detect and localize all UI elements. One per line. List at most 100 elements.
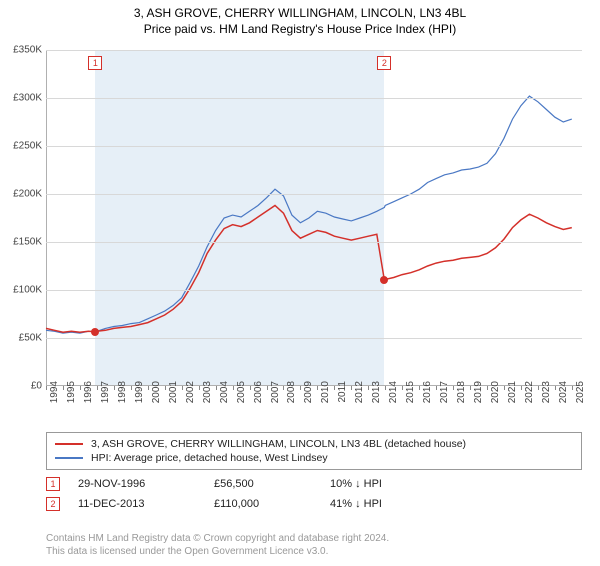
x-tick-mark bbox=[165, 386, 166, 390]
sale-marker-dot bbox=[91, 328, 99, 336]
x-tick-mark bbox=[267, 386, 268, 390]
x-axis-label: 2025 bbox=[575, 381, 586, 403]
x-tick-mark bbox=[453, 386, 454, 390]
x-tick-mark bbox=[504, 386, 505, 390]
chart-title: 3, ASH GROVE, CHERRY WILLINGHAM, LINCOLN… bbox=[0, 6, 600, 20]
x-axis-label: 2013 bbox=[371, 381, 382, 403]
x-axis-label: 1996 bbox=[83, 381, 94, 403]
x-tick-mark bbox=[300, 386, 301, 390]
x-axis-label: 2010 bbox=[320, 381, 331, 403]
y-gridline bbox=[46, 290, 582, 291]
y-gridline bbox=[46, 242, 582, 243]
x-axis-label: 2012 bbox=[354, 381, 365, 403]
legend-item: 3, ASH GROVE, CHERRY WILLINGHAM, LINCOLN… bbox=[55, 437, 573, 451]
x-tick-mark bbox=[182, 386, 183, 390]
legend-swatch bbox=[55, 443, 83, 445]
x-tick-mark bbox=[317, 386, 318, 390]
sales-table: 1 29-NOV-1996 £56,500 10% ↓ HPI 2 11-DEC-2013… bbox=[46, 474, 582, 514]
x-tick-mark bbox=[131, 386, 132, 390]
y-axis-label: £150K bbox=[0, 237, 42, 248]
x-axis-label: 1998 bbox=[117, 381, 128, 403]
x-tick-mark bbox=[334, 386, 335, 390]
x-axis-label: 2021 bbox=[507, 381, 518, 403]
x-axis-label: 2005 bbox=[236, 381, 247, 403]
x-tick-mark bbox=[97, 386, 98, 390]
series-line-property bbox=[46, 206, 572, 333]
y-axis-label: £200K bbox=[0, 189, 42, 200]
sale-price: £56,500 bbox=[214, 478, 324, 490]
sale-row: 1 29-NOV-1996 £56,500 10% ↓ HPI bbox=[46, 474, 582, 494]
x-tick-mark bbox=[402, 386, 403, 390]
footer-line: This data is licensed under the Open Gov… bbox=[46, 545, 582, 558]
x-axis-label: 2000 bbox=[151, 381, 162, 403]
chart-plot-area: £0£50K£100K£150K£200K£250K£300K£350K1994… bbox=[46, 50, 582, 386]
sale-date: 29-NOV-1996 bbox=[78, 478, 208, 490]
x-axis-label: 2016 bbox=[422, 381, 433, 403]
y-axis-label: £250K bbox=[0, 141, 42, 152]
sale-row-marker: 2 bbox=[46, 497, 60, 511]
x-tick-mark bbox=[148, 386, 149, 390]
y-gridline bbox=[46, 98, 582, 99]
sale-hpi-diff: 41% ↓ HPI bbox=[330, 498, 440, 510]
y-axis-label: £350K bbox=[0, 45, 42, 56]
x-tick-mark bbox=[114, 386, 115, 390]
legend-item: HPI: Average price, detached house, West… bbox=[55, 451, 573, 465]
x-tick-mark bbox=[521, 386, 522, 390]
x-tick-mark bbox=[572, 386, 573, 390]
x-axis-label: 2007 bbox=[270, 381, 281, 403]
sale-marker-dot bbox=[380, 276, 388, 284]
x-tick-mark bbox=[385, 386, 386, 390]
x-tick-mark bbox=[368, 386, 369, 390]
legend-label: HPI: Average price, detached house, West… bbox=[91, 452, 328, 464]
y-gridline bbox=[46, 146, 582, 147]
x-tick-mark bbox=[80, 386, 81, 390]
chart-subtitle: Price paid vs. HM Land Registry's House … bbox=[0, 22, 600, 36]
sale-marker-label: 2 bbox=[377, 56, 391, 70]
x-axis-label: 2009 bbox=[303, 381, 314, 403]
series-line-hpi bbox=[46, 96, 572, 333]
x-axis-label: 2011 bbox=[337, 381, 348, 403]
x-tick-mark bbox=[436, 386, 437, 390]
x-axis-label: 2019 bbox=[473, 381, 484, 403]
x-tick-mark bbox=[419, 386, 420, 390]
x-axis-label: 1995 bbox=[66, 381, 77, 403]
chart-lines bbox=[46, 50, 582, 386]
footer-attribution: Contains HM Land Registry data © Crown c… bbox=[46, 532, 582, 558]
x-tick-mark bbox=[46, 386, 47, 390]
x-tick-mark bbox=[538, 386, 539, 390]
x-tick-mark bbox=[487, 386, 488, 390]
y-gridline bbox=[46, 50, 582, 51]
y-axis-label: £0 bbox=[0, 381, 42, 392]
legend-swatch bbox=[55, 457, 83, 459]
y-axis-label: £300K bbox=[0, 93, 42, 104]
x-axis-label: 2023 bbox=[541, 381, 552, 403]
x-axis-label: 1999 bbox=[134, 381, 145, 403]
x-tick-mark bbox=[555, 386, 556, 390]
x-tick-mark bbox=[250, 386, 251, 390]
sale-row-marker: 1 bbox=[46, 477, 60, 491]
y-gridline bbox=[46, 338, 582, 339]
x-axis-label: 2024 bbox=[558, 381, 569, 403]
sale-hpi-diff: 10% ↓ HPI bbox=[330, 478, 440, 490]
x-axis-label: 2006 bbox=[253, 381, 264, 403]
legend-label: 3, ASH GROVE, CHERRY WILLINGHAM, LINCOLN… bbox=[91, 438, 466, 450]
x-tick-mark bbox=[216, 386, 217, 390]
x-tick-mark bbox=[470, 386, 471, 390]
x-axis-label: 1994 bbox=[49, 381, 60, 403]
footer-line: Contains HM Land Registry data © Crown c… bbox=[46, 532, 582, 545]
x-axis-label: 2017 bbox=[439, 381, 450, 403]
legend-box: 3, ASH GROVE, CHERRY WILLINGHAM, LINCOLN… bbox=[46, 432, 582, 470]
x-tick-mark bbox=[351, 386, 352, 390]
x-tick-mark bbox=[199, 386, 200, 390]
x-tick-mark bbox=[63, 386, 64, 390]
y-axis-label: £100K bbox=[0, 285, 42, 296]
x-axis-label: 2018 bbox=[456, 381, 467, 403]
sale-date: 11-DEC-2013 bbox=[78, 498, 208, 510]
y-gridline bbox=[46, 194, 582, 195]
x-tick-mark bbox=[233, 386, 234, 390]
x-axis-label: 2022 bbox=[524, 381, 535, 403]
sale-marker-label: 1 bbox=[88, 56, 102, 70]
x-axis-label: 2004 bbox=[219, 381, 230, 403]
x-axis-label: 2008 bbox=[286, 381, 297, 403]
x-axis-label: 2002 bbox=[185, 381, 196, 403]
